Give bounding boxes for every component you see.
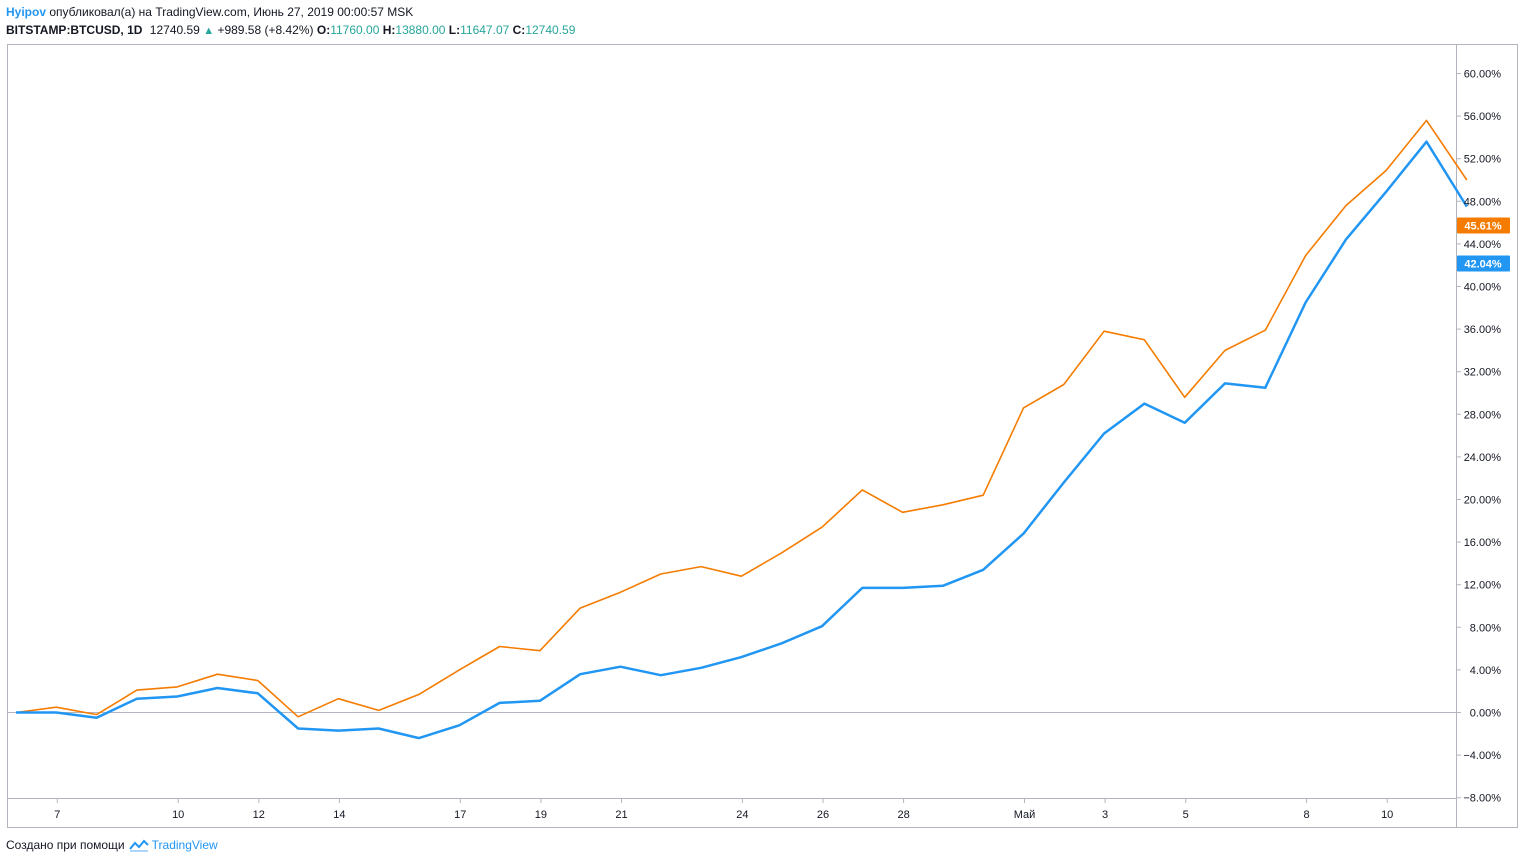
last-value-text-blue: 42.04% — [1464, 259, 1502, 271]
published-text: опубликовал(а) на TradingView.com, Июнь … — [49, 5, 414, 19]
y-tick-label: 40.00% — [1464, 282, 1502, 294]
tradingview-logo[interactable]: TradingView — [128, 837, 218, 853]
y-tick-label: 56.00% — [1464, 111, 1502, 123]
x-tick-label: 19 — [535, 809, 547, 821]
y-tick-label: 44.00% — [1464, 239, 1502, 251]
x-tick-label: 12 — [253, 809, 265, 821]
series-lines — [15, 119, 1468, 740]
low-value: 11647.07 — [460, 23, 510, 37]
close-value: 12740.59 — [525, 23, 576, 37]
y-tick-label: 16.00% — [1464, 537, 1502, 549]
y-tick-label: 24.00% — [1464, 452, 1502, 464]
last-price: 12740.59 — [149, 23, 200, 37]
y-tick-label: 28.00% — [1464, 409, 1502, 421]
open-value: 11760.00 — [330, 23, 380, 37]
x-tick-label: 10 — [1381, 809, 1393, 821]
open-label: O: — [316, 23, 331, 37]
price-change: +989.58 (+8.42%) — [217, 23, 314, 37]
y-tick-label: −4.00% — [1463, 750, 1501, 762]
y-tick-label: 4.00% — [1470, 665, 1501, 677]
footer: Создано при помощи TradingView — [6, 837, 218, 853]
created-text: Создано при помощи — [6, 838, 125, 852]
tradingview-icon — [128, 839, 149, 852]
last-value-badge-orange — [1457, 217, 1510, 234]
symbol-name: BITSTAMP:BTCUSD, 1D — [6, 23, 143, 37]
x-tick-label: Май — [1014, 809, 1036, 821]
y-tick-label: 32.00% — [1464, 367, 1502, 379]
publish-info: Hyipov опубликовал(а) на TradingView.com… — [6, 4, 413, 20]
y-tick-label: 52.00% — [1464, 154, 1502, 166]
x-tick-label: 7 — [54, 809, 60, 821]
y-tick-label: 12.00% — [1464, 580, 1502, 592]
chart-frame — [7, 44, 1518, 828]
last-value-badge-blue — [1457, 255, 1510, 272]
x-tick-label: 14 — [333, 809, 345, 821]
x-tick-label: 28 — [897, 809, 909, 821]
high-value: 13880.00 — [395, 23, 446, 37]
x-tick-label: 5 — [1183, 809, 1189, 821]
y-tick-label: −8.00% — [1463, 793, 1501, 805]
author-link[interactable]: Hyipov — [6, 5, 47, 19]
last-value-labels: 45.61% 42.04% — [1457, 217, 1510, 272]
x-tick-label: 10 — [172, 809, 184, 821]
low-label: L: — [448, 23, 461, 37]
x-tick-label: 8 — [1304, 809, 1310, 821]
y-tick-label: 60.00% — [1464, 69, 1502, 81]
time-axis-ticks: 7 10 12 14 17 19 21 24 26 28 Май 3 5 8 10 — [54, 798, 1393, 821]
y-tick-label: 0.00% — [1470, 708, 1501, 720]
y-tick-label: 36.00% — [1464, 324, 1502, 336]
x-tick-label: 26 — [817, 809, 829, 821]
x-tick-label: 3 — [1102, 809, 1108, 821]
x-tick-label: 21 — [615, 809, 627, 821]
up-arrow-icon: ▲ — [203, 25, 215, 37]
symbol-info: BITSTAMP:BTCUSD, 1D 12740.59 ▲ +989.58 (… — [6, 22, 575, 39]
series-line-orange — [15, 119, 1468, 718]
y-tick-label: 48.00% — [1464, 196, 1502, 208]
x-tick-label: 17 — [454, 809, 466, 821]
brand-name: TradingView — [151, 838, 218, 852]
price-axis-ticks: 60.00% 56.00% 52.00% 48.00% 44.00% 40.00% 36.0… — [1456, 69, 1501, 805]
close-label: C: — [512, 23, 526, 37]
x-tick-label: 24 — [736, 809, 748, 821]
series-line-blue — [16, 140, 1468, 740]
last-value-text-orange: 45.61% — [1464, 221, 1502, 233]
y-tick-label: 8.00% — [1470, 622, 1501, 634]
high-label: H: — [382, 23, 396, 37]
y-tick-label: 20.00% — [1464, 495, 1502, 507]
